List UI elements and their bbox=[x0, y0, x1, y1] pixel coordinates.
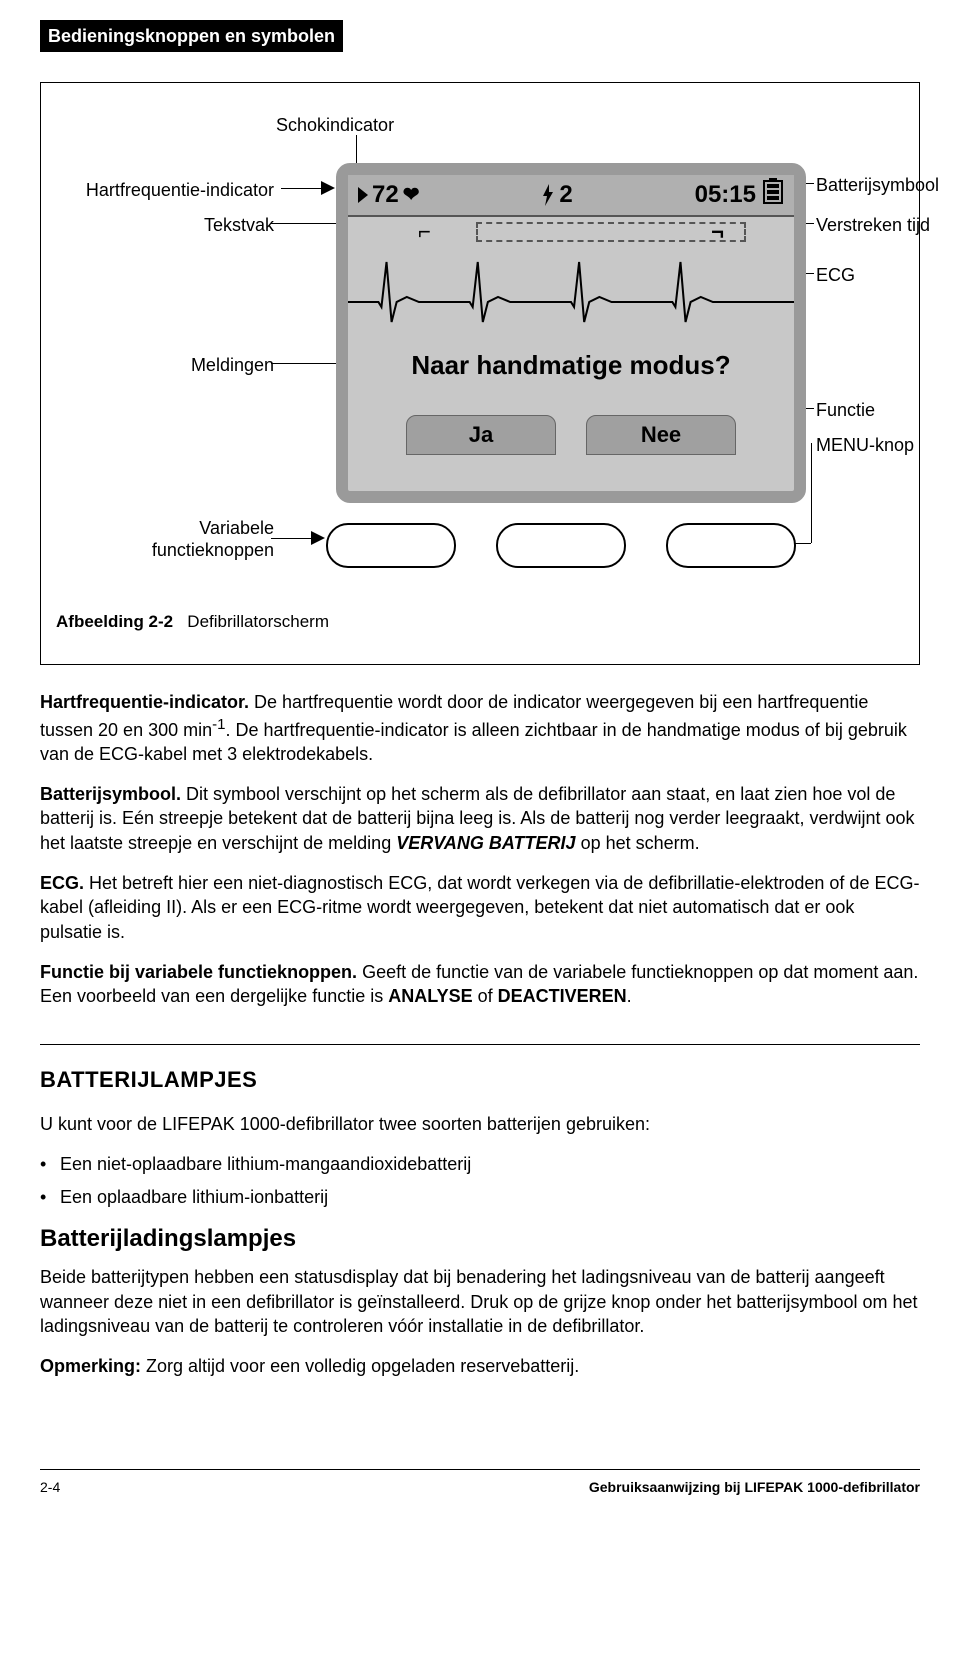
status-bar: 72 ❤ 2 05:15 bbox=[348, 175, 794, 217]
softkey-no[interactable]: Nee bbox=[586, 415, 736, 455]
caption-text: Defibrillatorscherm bbox=[187, 612, 329, 631]
label-ecg: ECG bbox=[816, 263, 855, 287]
footer-page-number: 2-4 bbox=[40, 1478, 60, 1497]
device-screen: 72 ❤ 2 05:15 ⌐ ¬ bbox=[336, 163, 806, 503]
leader bbox=[271, 223, 346, 224]
bolt-icon bbox=[541, 184, 555, 206]
label-functie: Functie bbox=[816, 398, 875, 422]
figure-container: Schokindicator Hartfrequentie-indicator … bbox=[40, 82, 920, 665]
prompt-text: Naar handmatige modus? bbox=[411, 348, 730, 383]
leader bbox=[811, 443, 812, 543]
para-hartfreq-sup: -1 bbox=[212, 716, 225, 733]
label-hartfreq: Hartfrequentie-indicator bbox=[86, 178, 274, 202]
label-verstreken: Verstreken tijd bbox=[816, 213, 930, 237]
para-ecg-lead: ECG. bbox=[40, 873, 84, 893]
section2-note: Opmerking: Zorg altijd voor een volledig… bbox=[40, 1354, 920, 1378]
status-time: 05:15 bbox=[695, 179, 756, 211]
arrowhead-icon bbox=[311, 531, 325, 545]
text-box-dashed bbox=[476, 222, 746, 242]
label-batterij: Batterijsymbool bbox=[816, 173, 939, 197]
softkey-row: Ja Nee bbox=[348, 393, 794, 463]
battery-icon bbox=[762, 178, 784, 213]
label-variabele: Variabele functieknoppen bbox=[152, 518, 274, 561]
battery-type-list: Een niet-oplaadbare lithium-mangaandioxi… bbox=[40, 1152, 920, 1209]
leader bbox=[271, 363, 346, 364]
label-menu: MENU-knop bbox=[816, 433, 914, 457]
para-batterij-lead: Batterijsymbool. bbox=[40, 784, 181, 804]
heart-rate-value: 72 bbox=[372, 179, 399, 211]
page-footer: 2-4 Gebruiksaanwijzing bij LIFEPAK 1000-… bbox=[40, 1469, 920, 1497]
elapsed-time-value: 05:15 bbox=[695, 181, 756, 208]
para-functie: Functie bij variabele functieknoppen. Ge… bbox=[40, 960, 920, 1009]
para-ecg-text: Het betreft hier een niet-diagnostisch E… bbox=[40, 873, 919, 942]
status-heart-rate: 72 ❤ bbox=[358, 179, 419, 211]
list-item: Een niet-oplaadbare lithium-mangaandioxi… bbox=[40, 1152, 920, 1176]
caption-label: Afbeelding 2-2 bbox=[56, 612, 173, 631]
para-functie-end: . bbox=[627, 986, 632, 1006]
shock-count-value: 2 bbox=[559, 179, 572, 211]
para-batterij-bold: VERVANG BATTERIJ bbox=[396, 833, 575, 853]
status-shock: 2 bbox=[419, 179, 694, 211]
list-item: Een oplaadbare lithium-ionbatterij bbox=[40, 1185, 920, 1209]
note-label: Opmerking: bbox=[40, 1356, 141, 1376]
para-functie-b1: ANALYSE bbox=[388, 986, 472, 1006]
label-schokindicator: Schokindicator bbox=[276, 113, 394, 137]
leader bbox=[281, 188, 321, 189]
figure-caption: Afbeelding 2-2 Defibrillatorscherm bbox=[56, 611, 904, 634]
para-ecg: ECG. Het betreft hier een niet-diagnosti… bbox=[40, 871, 920, 944]
label-meldingen: Meldingen bbox=[191, 353, 274, 377]
label-tekstvak: Tekstvak bbox=[204, 213, 274, 237]
para-functie-mid: of bbox=[473, 986, 498, 1006]
leader bbox=[271, 538, 311, 539]
para-hartfreq: Hartfrequentie-indicator. De hartfrequen… bbox=[40, 690, 920, 766]
para-batterij-text-b: op het scherm. bbox=[576, 833, 700, 853]
page-header-bar: Bedieningsknoppen en symbolen bbox=[40, 20, 343, 52]
arrowhead-icon bbox=[321, 181, 335, 195]
heart-icon: ❤ bbox=[403, 182, 420, 209]
arrowhead-icon bbox=[358, 187, 368, 203]
hw-button-2[interactable] bbox=[496, 523, 626, 568]
para-batterij: Batterijsymbool. Dit symbool verschijnt … bbox=[40, 782, 920, 855]
softkey-no-label: Nee bbox=[641, 420, 681, 450]
textbox-row: ⌐ ¬ bbox=[348, 217, 794, 247]
section-batterijlampjes-heading: BATTERIJLAMPJES bbox=[40, 1044, 920, 1095]
note-text: Zorg altijd voor een volledig opgeladen … bbox=[141, 1356, 579, 1376]
ecg-waveform bbox=[348, 247, 794, 337]
subhead-batterijladingslampjes: Batterijladingslampjes bbox=[40, 1223, 920, 1255]
softkey-yes[interactable]: Ja bbox=[406, 415, 556, 455]
para-hartfreq-lead: Hartfrequentie-indicator. bbox=[40, 692, 249, 712]
footer-doc-title: Gebruiksaanwijzing bij LIFEPAK 1000-defi… bbox=[589, 1478, 920, 1497]
figure-inner: Schokindicator Hartfrequentie-indicator … bbox=[56, 103, 904, 603]
section2-intro: U kunt voor de LIFEPAK 1000-defibrillato… bbox=[40, 1112, 920, 1136]
prompt-row: Naar handmatige modus? bbox=[348, 337, 794, 393]
para-functie-lead: Functie bij variabele functieknoppen. bbox=[40, 962, 357, 982]
softkey-yes-label: Ja bbox=[469, 420, 493, 450]
hardware-buttons bbox=[326, 523, 796, 568]
section2-body1: Beide batterijtypen hebben een statusdis… bbox=[40, 1265, 920, 1338]
para-functie-b2: DEACTIVEREN bbox=[498, 986, 627, 1006]
bracket-right-icon: ¬ bbox=[711, 217, 724, 247]
hw-button-3[interactable] bbox=[666, 523, 796, 568]
hw-button-1[interactable] bbox=[326, 523, 456, 568]
page-header-text: Bedieningsknoppen en symbolen bbox=[48, 26, 335, 46]
bracket-left-icon: ⌐ bbox=[418, 217, 431, 247]
